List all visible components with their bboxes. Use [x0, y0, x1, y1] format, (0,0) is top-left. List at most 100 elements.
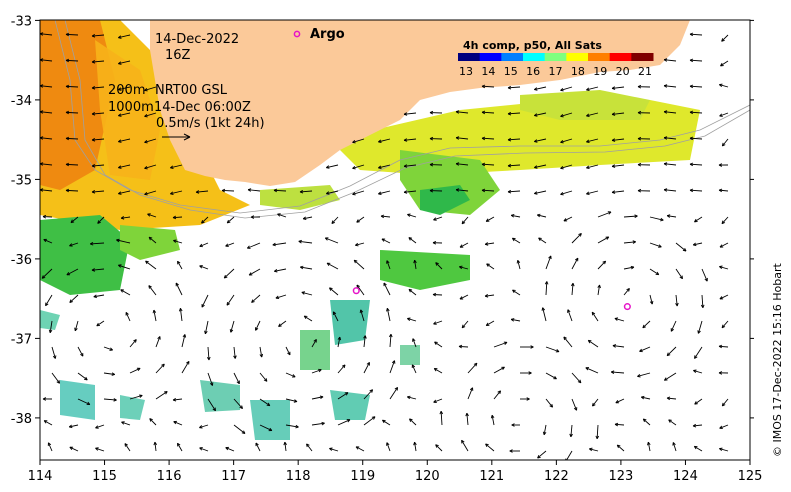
current-arrow-head	[637, 162, 642, 167]
current-arrow-head	[332, 311, 337, 315]
current-arrow	[664, 59, 677, 62]
current-arrow-head	[719, 265, 723, 269]
current-arrow	[491, 415, 495, 426]
current-arrow	[326, 262, 339, 270]
current-arrow-head	[318, 368, 322, 373]
current-arrow	[493, 390, 501, 400]
current-arrow-head	[201, 220, 205, 224]
current-arrow	[543, 424, 547, 435]
current-arrow-head	[534, 87, 538, 91]
current-arrow	[719, 84, 729, 88]
current-arrow-head	[718, 188, 723, 193]
current-arrow-head	[144, 191, 148, 196]
sst-patches	[40, 20, 700, 440]
current-arrow-head	[170, 191, 174, 195]
current-arrow	[721, 320, 729, 329]
current-arrow	[77, 372, 88, 381]
current-arrow-head	[91, 112, 96, 116]
current-arrow-head	[225, 446, 229, 451]
current-arrow-head	[331, 220, 336, 225]
current-arrow-head	[528, 371, 532, 375]
current-arrow-head	[136, 367, 141, 372]
current-arrow-head	[719, 296, 724, 300]
current-arrow-head	[386, 307, 390, 312]
current-arrow	[65, 137, 79, 140]
current-arrow-head	[91, 164, 96, 168]
current-arrow-head	[355, 446, 360, 450]
current-arrow-head	[720, 62, 724, 67]
current-arrow-head	[586, 191, 590, 196]
x-tick-label: 125	[738, 469, 763, 484]
current-arrow-head	[612, 344, 617, 348]
current-arrow-head	[144, 139, 148, 144]
current-arrow-head	[139, 394, 143, 398]
current-arrow	[363, 335, 366, 348]
current-arrow-head	[507, 163, 512, 168]
current-arrow	[721, 216, 729, 225]
current-arrow-head	[250, 215, 255, 219]
current-arrow-head	[719, 113, 723, 117]
current-arrow-head	[679, 275, 683, 280]
current-arrow	[697, 320, 703, 334]
current-arrow-head	[663, 188, 668, 192]
current-arrow	[664, 372, 677, 381]
current-arrow-head	[406, 395, 411, 400]
current-arrow-head	[481, 188, 486, 193]
current-arrow-head	[485, 443, 489, 448]
current-arrow	[563, 336, 573, 348]
current-arrow-head	[65, 58, 70, 63]
current-arrow	[329, 287, 339, 296]
current-arrow	[414, 442, 417, 452]
current-arrow-head	[689, 136, 694, 141]
current-arrow-head	[614, 422, 619, 427]
current-arrow-head	[413, 259, 417, 264]
current-arrow	[612, 345, 625, 348]
current-arrow	[353, 259, 365, 270]
current-arrow-head	[236, 380, 240, 385]
current-arrow-head	[41, 275, 46, 279]
credit-label: © IMOS 17-Dec-2022 15:16 Hobart	[771, 262, 784, 457]
current-arrow-head	[324, 237, 329, 241]
current-arrow	[485, 294, 495, 297]
current-arrow	[40, 137, 53, 140]
current-arrow	[407, 213, 417, 218]
current-arrow-head	[199, 243, 203, 248]
current-arrow	[259, 346, 263, 358]
current-arrow	[144, 190, 157, 195]
current-arrow	[301, 291, 313, 296]
current-arrow	[693, 424, 703, 427]
argo-legend-label: Argo	[310, 27, 345, 42]
current-arrow	[118, 34, 131, 39]
current-arrow-head	[124, 443, 128, 447]
current-arrow	[233, 346, 236, 359]
current-arrow	[718, 189, 729, 192]
current-arrow	[440, 411, 443, 426]
current-arrow-head	[503, 341, 508, 345]
current-arrow-head	[40, 110, 44, 114]
current-arrow-head	[481, 84, 486, 89]
current-arrow	[40, 85, 53, 88]
current-arrow	[118, 112, 131, 117]
current-arrow	[118, 138, 131, 143]
current-arrow-head	[366, 362, 370, 366]
current-arrow-head	[526, 397, 530, 401]
current-arrow-head	[326, 191, 330, 195]
current-arrow-head	[133, 339, 137, 343]
current-arrow-head	[692, 242, 697, 247]
current-arrow	[434, 341, 443, 348]
current-arrow	[40, 189, 53, 192]
current-arrow-head	[469, 387, 474, 391]
current-arrow-head	[507, 111, 512, 116]
current-arrow-head	[356, 219, 360, 223]
current-arrow-head	[326, 262, 331, 267]
current-arrow	[233, 424, 246, 434]
current-arrow-head	[507, 137, 512, 142]
current-arrow-head	[605, 236, 610, 240]
current-arrow	[40, 33, 53, 36]
current-arrow-head	[229, 329, 234, 333]
current-arrow	[352, 164, 365, 169]
current-arrow-head	[461, 220, 466, 225]
current-arrow-head	[380, 214, 385, 219]
date-label: 14-Dec-2022	[155, 32, 239, 47]
